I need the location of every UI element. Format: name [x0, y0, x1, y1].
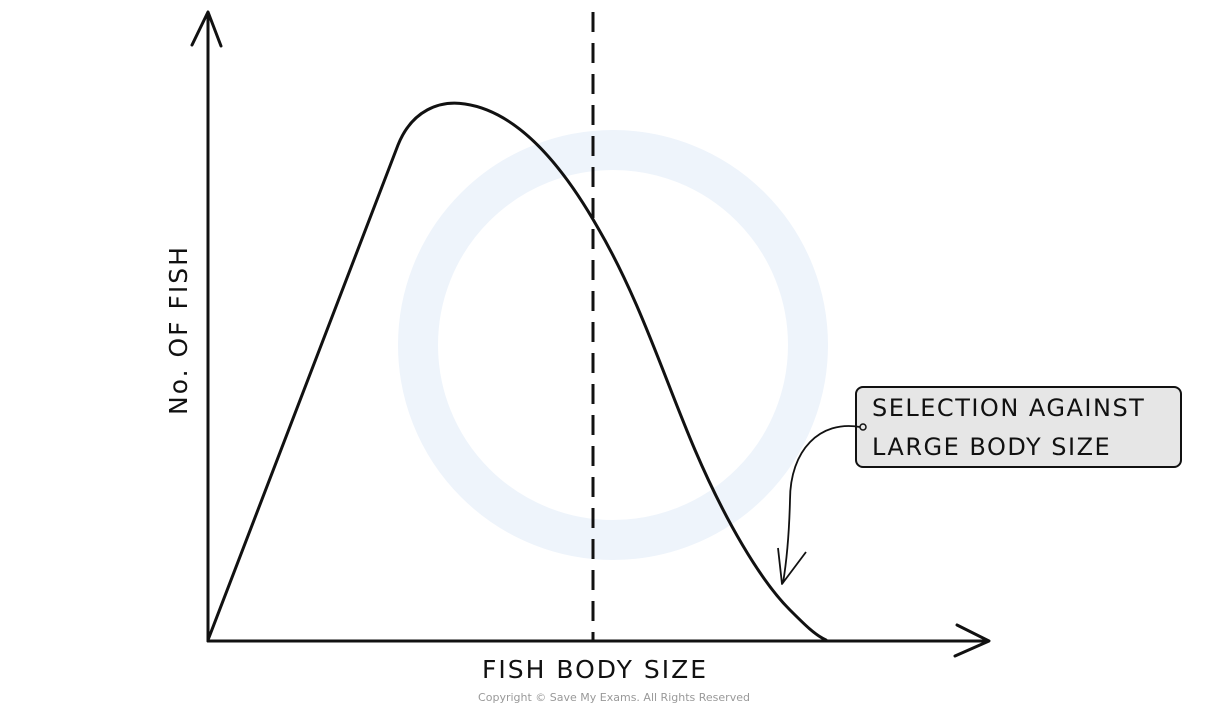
y-axis-label: No. OF FISH: [164, 245, 193, 415]
axes: [190, 10, 991, 658]
x-arrow: [953, 623, 991, 658]
annotation-line: SELECTION AGAINST: [872, 394, 1145, 422]
x-axis-label: FISH BODY SIZE: [482, 655, 708, 684]
copyright: Copyright © Save My Exams. All Rights Re…: [478, 691, 750, 704]
annotation-line: LARGE BODY SIZE: [872, 433, 1111, 461]
y-arrow: [190, 10, 223, 48]
annotation-arrowhead: [777, 547, 807, 585]
annotation-arrow: [782, 425, 861, 584]
watermark: [398, 130, 828, 560]
distribution-curve: [206, 101, 828, 642]
